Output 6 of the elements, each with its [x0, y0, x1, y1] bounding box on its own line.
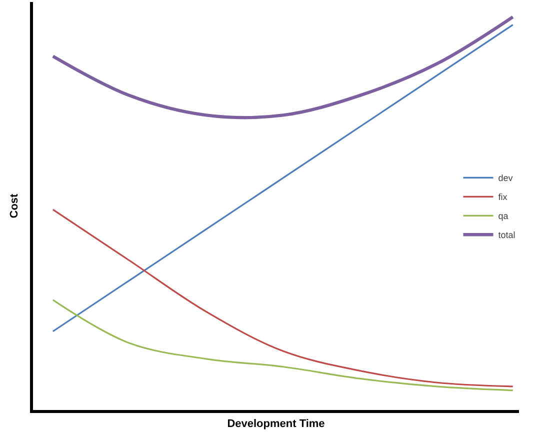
legend-label: total — [498, 230, 516, 240]
legend-label: fix — [498, 192, 508, 202]
x-axis-title: Development Time — [227, 418, 325, 430]
y-axis-title: Cost — [8, 193, 21, 218]
legend-label: qa — [498, 211, 508, 222]
legend-label: dev — [498, 173, 514, 184]
